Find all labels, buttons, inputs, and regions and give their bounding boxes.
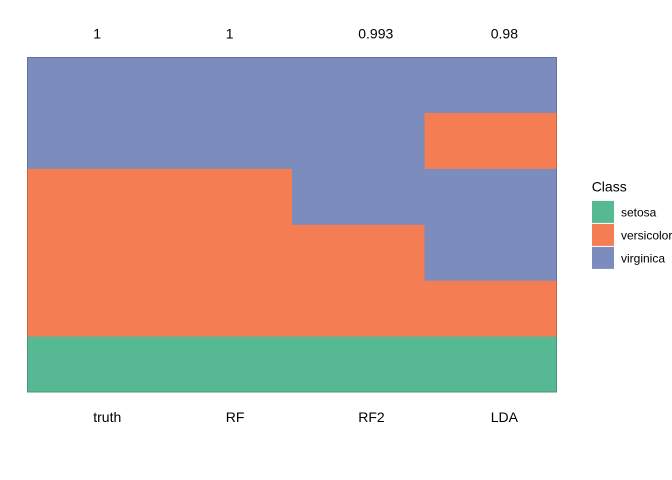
- svg-text:setosa: setosa: [621, 206, 657, 220]
- svg-text:1: 1: [226, 26, 234, 42]
- svg-text:truth: truth: [93, 409, 121, 425]
- svg-text:0.98: 0.98: [491, 26, 518, 42]
- svg-text:versicolor: versicolor: [621, 229, 672, 243]
- svg-text:RF2: RF2: [358, 409, 385, 425]
- svg-text:1: 1: [93, 26, 101, 42]
- svg-text:RF: RF: [226, 409, 245, 425]
- svg-text:0.993: 0.993: [358, 26, 393, 42]
- svg-text:virginica: virginica: [621, 252, 665, 266]
- svg-text:Class: Class: [592, 179, 627, 195]
- svg-text:LDA: LDA: [491, 409, 519, 425]
